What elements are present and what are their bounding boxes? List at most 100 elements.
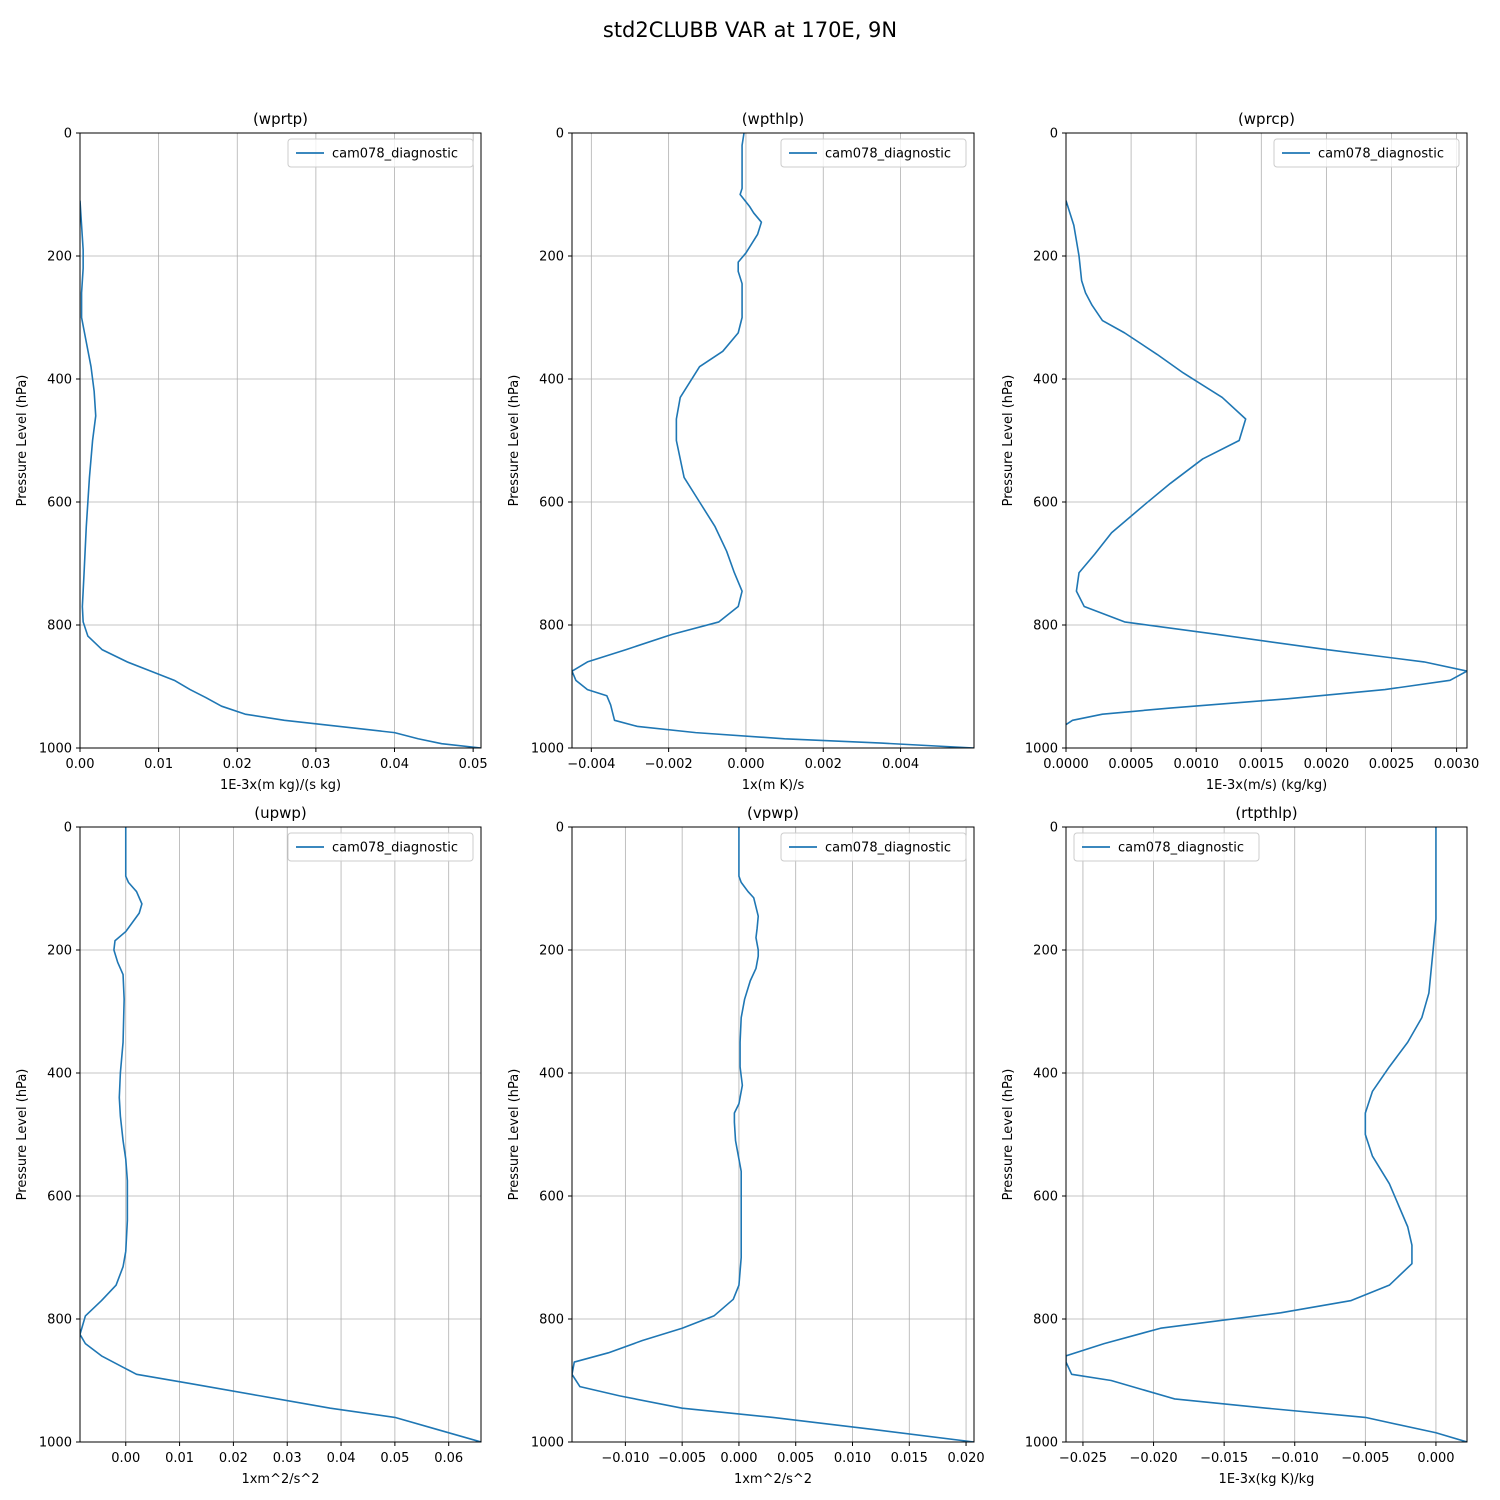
legend: cam078_diagnostic [287, 138, 474, 168]
subplot-title: (wprcp) [1238, 110, 1295, 128]
x-axis-label: 1x(m K)/s [742, 778, 805, 793]
y-tick-label: 0 [556, 127, 564, 142]
x-tick-label: 0.004 [882, 757, 919, 772]
x-tick-label: 0.01 [165, 1451, 194, 1466]
x-tick-label: 0.0000 [1043, 757, 1089, 772]
subplot-3: 0.0000 0.0005 0.0010 0.0015 0.0020 0.0025 0.00… [1001, 110, 1479, 793]
y-tick-label: 600 [47, 1190, 72, 1205]
legend-box [1273, 138, 1460, 168]
x-tick-label: 0.02 [219, 1451, 248, 1466]
legend-label: cam078_diagnostic [332, 841, 458, 856]
legend-label: cam078_diagnostic [1118, 841, 1244, 856]
x-tick-label: 0.000 [727, 757, 764, 772]
x-tick-label: 0.0030 [1434, 757, 1480, 772]
series-line-cam078_diagnostic [572, 133, 974, 748]
y-tick-label: 800 [539, 619, 564, 634]
y-tick-label: 0 [1050, 821, 1058, 836]
series-line-cam078_diagnostic [1066, 827, 1467, 1442]
x-axis-label: 1xm^2/s^2 [241, 1472, 319, 1487]
axes-frame [571, 826, 975, 1443]
x-tick-label: 0.03 [301, 757, 330, 772]
x-tick-label: 0.06 [434, 1451, 463, 1466]
subplot-6: −0.025 −0.020 −0.015 −0.010 −0.005 0.000 0 200 4… [1001, 804, 1468, 1487]
subplot-grid: 0.00 0.01 0.02 0.03 0.04 0.05 0 200 400 600 800 100… [15, 110, 1479, 1487]
x-tick-label: −0.020 [1129, 1451, 1177, 1466]
x-tick-label: 0.0015 [1239, 757, 1285, 772]
y-tick-label: 400 [47, 1067, 72, 1082]
x-tick-label: 0.015 [891, 1451, 928, 1466]
subplot-2: −0.004 −0.002 0.000 0.002 0.004 0 200 400 600 800… [507, 110, 975, 793]
y-axis-label: Pressure Level (hPa) [15, 1069, 30, 1201]
y-tick-label: 600 [539, 496, 564, 511]
y-tick-label: 400 [47, 373, 72, 388]
y-tick-label: 200 [539, 250, 564, 265]
subplot-title: (vpwp) [747, 804, 799, 822]
x-tick-label: −0.025 [1059, 1451, 1107, 1466]
y-tick-label: 200 [47, 250, 72, 265]
y-tick-label: 800 [47, 619, 72, 634]
x-axis-label: 1E-3x(m/s) (kg/kg) [1206, 778, 1327, 793]
y-tick-label: 800 [1033, 1313, 1058, 1328]
x-tick-label: 0.0005 [1108, 757, 1154, 772]
x-tick-label: 0.000 [720, 1451, 757, 1466]
x-axis-label: 1xm^2/s^2 [734, 1472, 812, 1487]
y-tick-label: 800 [539, 1313, 564, 1328]
x-tick-label: 0.01 [144, 757, 173, 772]
subplot-title: (wpthlp) [742, 110, 805, 128]
y-tick-label: 400 [1033, 1067, 1058, 1082]
axes-frame [79, 132, 482, 749]
subplot-title: (upwp) [254, 804, 307, 822]
x-tick-label: 0.000 [1417, 1451, 1454, 1466]
legend-label: cam078_diagnostic [332, 147, 458, 162]
legend-label: cam078_diagnostic [1318, 147, 1444, 162]
legend-box [1073, 832, 1260, 862]
axes-frame [571, 132, 975, 749]
y-tick-label: 200 [1033, 250, 1058, 265]
figure-suptitle: std2CLUBB VAR at 170E, 9N [603, 18, 897, 42]
x-tick-label: −0.015 [1200, 1451, 1248, 1466]
y-tick-label: 200 [539, 944, 564, 959]
x-tick-label: 0.005 [777, 1451, 814, 1466]
x-tick-label: 0.020 [947, 1451, 984, 1466]
x-tick-label: 0.010 [834, 1451, 871, 1466]
legend: cam078_diagnostic [780, 138, 967, 168]
x-tick-label: 0.05 [459, 757, 488, 772]
y-axis-label: Pressure Level (hPa) [15, 375, 30, 507]
legend: cam078_diagnostic [1273, 138, 1460, 168]
y-axis-label: Pressure Level (hPa) [507, 1069, 522, 1201]
y-tick-label: 0 [1050, 127, 1058, 142]
y-tick-label: 400 [539, 373, 564, 388]
y-tick-label: 800 [47, 1313, 72, 1328]
y-tick-label: 600 [1033, 496, 1058, 511]
subplot-5: −0.010 −0.005 0.000 0.005 0.010 0.015 0.020 0 20… [507, 804, 985, 1487]
y-axis-label: Pressure Level (hPa) [507, 375, 522, 507]
y-tick-label: 600 [1033, 1190, 1058, 1205]
subplot-title: (rtpthlp) [1235, 804, 1297, 822]
series-line-cam078_diagnostic [1066, 200, 1467, 726]
legend-label: cam078_diagnostic [825, 147, 951, 162]
y-tick-label: 0 [64, 127, 72, 142]
legend-box [287, 832, 474, 862]
y-tick-label: 1000 [39, 742, 72, 757]
x-tick-label: −0.004 [567, 757, 615, 772]
y-axis-label: Pressure Level (hPa) [1001, 1069, 1016, 1201]
subplot-1: 0.00 0.01 0.02 0.03 0.04 0.05 0 200 400 600 800 100… [15, 110, 488, 793]
series-line-cam078_diagnostic [80, 827, 481, 1442]
x-tick-label: 0.002 [805, 757, 842, 772]
y-tick-label: 0 [64, 821, 72, 836]
y-tick-label: 1000 [1025, 742, 1058, 757]
x-axis-label: 1E-3x(kg K)/kg [1219, 1472, 1315, 1487]
legend-box [780, 832, 967, 862]
y-tick-label: 1000 [39, 1436, 72, 1451]
legend: cam078_diagnostic [287, 832, 474, 862]
x-tick-label: 0.02 [223, 757, 252, 772]
subplot-title: (wprtp) [253, 110, 308, 128]
x-tick-label: −0.005 [1341, 1451, 1389, 1466]
y-tick-label: 1000 [531, 742, 564, 757]
x-tick-label: 0.03 [273, 1451, 302, 1466]
series-line-cam078_diagnostic [572, 827, 974, 1442]
legend-label: cam078_diagnostic [825, 841, 951, 856]
legend: cam078_diagnostic [780, 832, 967, 862]
legend-box [780, 138, 967, 168]
